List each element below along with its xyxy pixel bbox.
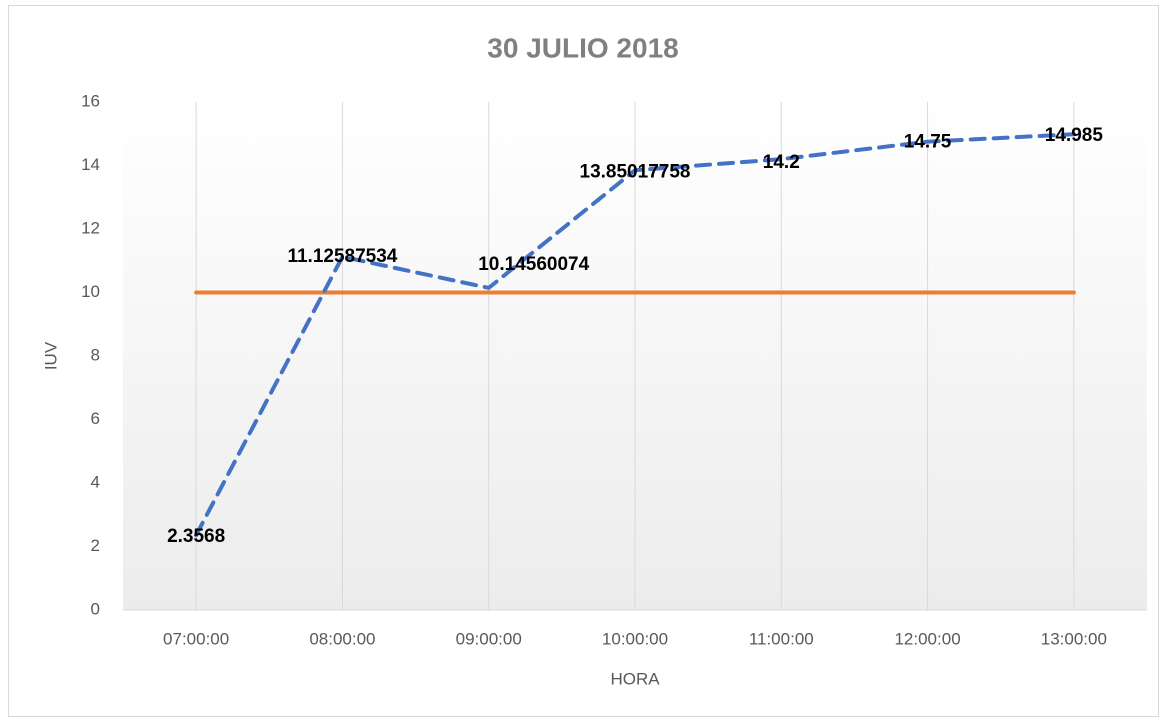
x-axis-label: HORA	[610, 669, 660, 688]
y-tick-label: 12	[81, 218, 100, 237]
data-label: 14.2	[763, 152, 800, 173]
x-tick-label: 12:00:00	[894, 629, 960, 648]
y-tick-label: 6	[91, 409, 100, 428]
y-tick-label: 0	[91, 599, 100, 618]
data-label: 14.75	[904, 132, 952, 153]
chart-title: 30 JULIO 2018	[487, 32, 678, 63]
x-tick-label: 08:00:00	[309, 629, 375, 648]
data-label: 10.14560074	[478, 254, 589, 275]
x-tick-label: 10:00:00	[602, 629, 668, 648]
data-label: 14.985	[1045, 125, 1104, 146]
data-label: 2.3568	[167, 526, 225, 547]
x-tick-label: 11:00:00	[749, 629, 814, 648]
y-tick-label: 10	[81, 282, 100, 301]
y-axis-label: IUV	[41, 341, 60, 370]
y-tick-label: 4	[91, 472, 100, 491]
x-tick-label: 09:00:00	[456, 629, 522, 648]
y-tick-label: 8	[91, 345, 100, 364]
series-line	[194, 132, 1076, 538]
y-tick-label: 14	[81, 155, 100, 174]
y-tick-label: 2	[91, 536, 100, 555]
data-label: 11.12587534	[287, 246, 397, 267]
x-tick-label: 13:00:00	[1041, 629, 1107, 648]
x-tick-label: 07:00:00	[163, 629, 229, 648]
data-label: 13.85017758	[580, 161, 691, 182]
y-tick-label: 16	[81, 91, 100, 110]
